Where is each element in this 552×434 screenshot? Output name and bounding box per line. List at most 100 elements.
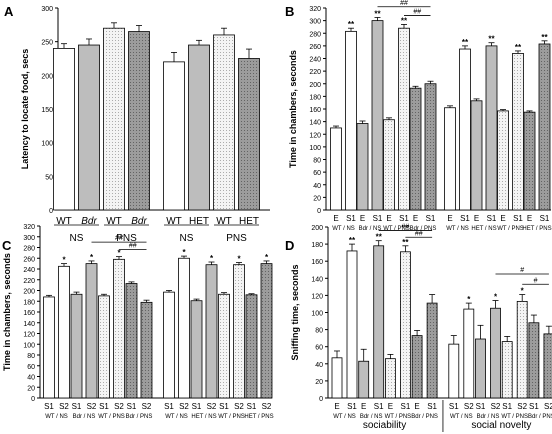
- bar: [346, 250, 358, 399]
- y-tick-label: 50: [45, 174, 53, 181]
- y-tick-label: 20: [315, 379, 323, 386]
- x-tick-label: S2: [544, 402, 552, 411]
- group-label: WT / PNS: [501, 414, 528, 420]
- significance-mark: **: [402, 238, 409, 247]
- significance-mark: **: [374, 9, 381, 18]
- y-tick-label: 160: [309, 107, 321, 114]
- y-tick-label: 40: [27, 375, 35, 382]
- x-tick-label: S1: [72, 402, 82, 411]
- group-label: HET / NS: [471, 226, 496, 232]
- bar: [485, 45, 498, 211]
- y-tick-label: 300: [23, 235, 35, 242]
- bar: [331, 357, 343, 399]
- y-tick-label: 140: [309, 120, 321, 127]
- x-tick-label: S1: [427, 402, 437, 411]
- bar: [213, 34, 235, 211]
- bracket-label: ##: [129, 243, 137, 250]
- x-tick-label: E: [360, 214, 365, 223]
- y-tick-label: 180: [23, 299, 35, 306]
- group-label: Bdr / NS: [359, 226, 382, 232]
- bar: [409, 87, 422, 211]
- panel-label: D: [285, 238, 294, 253]
- bar: [538, 43, 551, 211]
- bar: [497, 110, 509, 211]
- group-label: WT / NS: [165, 414, 188, 420]
- y-tick-label: 280: [309, 31, 321, 38]
- bar: [218, 293, 230, 399]
- group-label: HET / PNS: [522, 226, 551, 232]
- bar: [330, 127, 342, 211]
- x-tick-label: E: [413, 214, 418, 223]
- group-label: Bdr / PNS: [528, 414, 552, 420]
- y-tick-label: 240: [309, 57, 321, 64]
- group-label: WT / PNS: [383, 226, 410, 232]
- group-label: WT / PNS: [218, 414, 245, 420]
- bar: [383, 119, 395, 211]
- group-label: WT / PNS: [98, 414, 125, 420]
- panel-b: B Time in chambers, seconds 0 20 40 60 80 100 12…: [285, 0, 552, 232]
- x-tick-label: S2: [179, 402, 189, 411]
- y-tick-label: 100: [309, 145, 321, 152]
- x-tick-label: S1: [346, 214, 356, 223]
- y-axis-label: Time in chambers, seconds: [288, 50, 298, 168]
- phase-label: sociability: [363, 420, 406, 431]
- significance-mark: **: [401, 16, 408, 25]
- y-tick-label: 320: [309, 6, 321, 13]
- bar: [113, 258, 125, 399]
- x-tick-label: S2: [142, 402, 152, 411]
- bar: [516, 300, 528, 399]
- y-tick-label: 280: [23, 246, 35, 253]
- bar: [238, 58, 260, 211]
- group-label: WT / NS: [446, 226, 469, 232]
- panel-a: A Latency to locate food, secs 0 50 100 150 20…: [4, 4, 270, 244]
- bar: [475, 338, 486, 399]
- y-tick-label: 0: [317, 208, 321, 215]
- significance-mark: *: [521, 287, 525, 296]
- y-tick-label: 20: [27, 385, 35, 392]
- y-tick-label: 20: [313, 195, 321, 202]
- x-tick-label: S1: [502, 402, 512, 411]
- bar: [70, 293, 83, 399]
- x-tick-label: S1: [192, 402, 202, 411]
- bar: [128, 31, 150, 211]
- bracket-label: ##: [413, 9, 421, 16]
- bar: [384, 358, 396, 399]
- y-tick-label: 120: [23, 332, 35, 339]
- x-tick-label: S1: [247, 402, 257, 411]
- bar: [463, 308, 475, 399]
- significance-mark: *: [237, 255, 241, 264]
- significance-mark: **: [515, 43, 522, 52]
- x-tick-label: S1: [513, 214, 523, 223]
- bar: [103, 27, 125, 211]
- y-tick-label: 200: [309, 82, 321, 89]
- y-tick-label: 260: [309, 44, 321, 51]
- group-label: WT / PNS: [385, 414, 412, 420]
- significance-mark: **: [488, 35, 495, 44]
- y-tick-label: 40: [315, 362, 323, 369]
- bar: [233, 264, 245, 399]
- x-tick-label: S1: [99, 402, 109, 411]
- y-tick-label: 160: [23, 310, 35, 317]
- significance-mark: **: [541, 33, 548, 42]
- x-tick-label: E: [474, 214, 479, 223]
- x-tick-label: E: [334, 402, 339, 411]
- x-tick-label: S1: [460, 214, 470, 223]
- x-tick-label: E: [414, 402, 419, 411]
- x-tick-label: S1: [540, 214, 550, 223]
- y-axis-label: Sniffing time, seconds: [290, 264, 300, 360]
- bar: [512, 53, 524, 211]
- group-label: WT / PNS: [497, 226, 524, 232]
- y-tick-label: 0: [31, 396, 35, 403]
- x-tick-label: S1: [164, 402, 174, 411]
- bar: [543, 333, 552, 399]
- bracket-label: #: [534, 277, 538, 284]
- x-tick-label: S1: [219, 402, 229, 411]
- bar: [356, 123, 369, 211]
- x-tick-label: E: [333, 214, 338, 223]
- bar: [205, 264, 218, 399]
- bar: [523, 111, 536, 211]
- bar: [398, 27, 410, 211]
- bar: [178, 257, 190, 399]
- bar: [358, 360, 370, 399]
